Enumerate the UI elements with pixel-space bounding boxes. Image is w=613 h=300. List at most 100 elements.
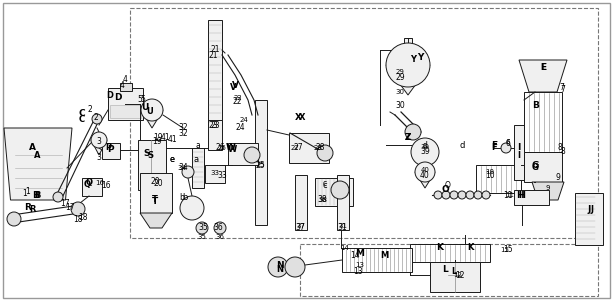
Text: 9: 9 (546, 185, 550, 191)
Bar (524, 92, 562, 152)
Text: E: E (540, 64, 546, 73)
Text: I: I (517, 143, 520, 152)
Text: d: d (459, 140, 465, 149)
Text: A: A (34, 151, 40, 160)
Text: 5: 5 (137, 95, 142, 104)
Text: d: d (422, 140, 427, 149)
Circle shape (92, 114, 102, 124)
Text: P: P (105, 143, 111, 152)
Text: F: F (491, 143, 497, 152)
Text: 10: 10 (485, 170, 495, 179)
Text: Z: Z (405, 134, 411, 142)
Text: 31: 31 (337, 224, 347, 232)
Text: 41: 41 (167, 136, 177, 145)
Text: 4: 4 (120, 80, 124, 89)
Text: 21: 21 (210, 46, 219, 55)
Text: 12: 12 (455, 271, 465, 280)
Text: K: K (436, 244, 443, 253)
Text: E: E (540, 64, 546, 73)
Bar (575, 193, 603, 245)
Text: B: B (533, 100, 539, 109)
Text: Y: Y (410, 56, 416, 64)
Text: 34: 34 (178, 164, 188, 172)
Bar (82, 178, 102, 196)
Text: 1: 1 (23, 188, 28, 197)
Text: 26: 26 (215, 143, 225, 152)
Text: 38: 38 (319, 197, 327, 203)
Circle shape (180, 196, 204, 220)
Text: V: V (230, 83, 236, 92)
Text: 19: 19 (152, 137, 162, 146)
Text: O: O (441, 185, 449, 194)
Text: 39: 39 (421, 144, 430, 150)
Text: c: c (322, 181, 327, 190)
Text: G: G (531, 164, 538, 172)
Circle shape (285, 257, 305, 277)
Bar (524, 152, 562, 182)
Text: 6: 6 (506, 139, 511, 148)
Text: 14: 14 (341, 245, 349, 251)
Text: 14: 14 (350, 250, 360, 260)
Circle shape (386, 43, 430, 87)
Text: 39: 39 (420, 148, 430, 157)
Text: 28: 28 (315, 143, 325, 152)
Text: S: S (147, 151, 153, 160)
Circle shape (411, 138, 439, 166)
Circle shape (182, 166, 194, 178)
Text: 22: 22 (232, 98, 242, 106)
Text: 7: 7 (560, 83, 565, 92)
Text: 18: 18 (73, 215, 83, 224)
Text: U: U (147, 107, 153, 116)
Text: D: D (107, 91, 113, 100)
Polygon shape (415, 172, 435, 188)
Polygon shape (140, 213, 172, 228)
Text: B: B (34, 190, 40, 200)
Text: 3: 3 (97, 137, 101, 146)
Bar (342, 248, 412, 272)
Bar (138, 140, 166, 190)
Text: J: J (590, 206, 593, 214)
Text: 2: 2 (94, 113, 98, 122)
Text: L: L (451, 268, 457, 277)
Text: Q: Q (83, 181, 91, 190)
Text: 19: 19 (153, 134, 163, 142)
Text: 28: 28 (314, 145, 322, 151)
Text: a: a (194, 155, 199, 164)
Text: 26: 26 (218, 145, 226, 151)
Bar (102, 143, 120, 159)
Polygon shape (141, 110, 163, 128)
Circle shape (244, 147, 260, 163)
Text: e: e (170, 155, 174, 164)
Text: Y: Y (417, 53, 423, 62)
Circle shape (7, 212, 21, 226)
Text: 21: 21 (208, 50, 218, 59)
Text: 31: 31 (338, 223, 348, 229)
Polygon shape (532, 182, 564, 200)
Text: R: R (29, 206, 36, 214)
Text: 32: 32 (178, 128, 188, 137)
Text: G: G (531, 160, 539, 169)
Text: 7: 7 (560, 85, 565, 94)
Text: X: X (294, 113, 302, 122)
Bar (110, 105, 141, 118)
Text: O: O (445, 181, 451, 190)
Bar (130, 8, 598, 238)
Bar (337, 175, 349, 230)
Text: N: N (276, 266, 283, 274)
Text: 33: 33 (210, 170, 219, 176)
Bar (255, 100, 267, 225)
Text: 16: 16 (101, 181, 111, 190)
Circle shape (53, 192, 63, 202)
Text: W: W (227, 146, 237, 154)
Text: 13: 13 (356, 262, 365, 268)
Text: 35: 35 (197, 234, 207, 240)
Text: 15: 15 (503, 245, 513, 254)
Circle shape (442, 191, 450, 199)
Text: 32: 32 (178, 124, 188, 133)
Polygon shape (519, 60, 567, 92)
Text: 25: 25 (255, 160, 265, 169)
Circle shape (501, 143, 511, 153)
Text: 34: 34 (178, 165, 186, 171)
Text: 17: 17 (65, 203, 75, 212)
Text: F: F (491, 140, 497, 149)
